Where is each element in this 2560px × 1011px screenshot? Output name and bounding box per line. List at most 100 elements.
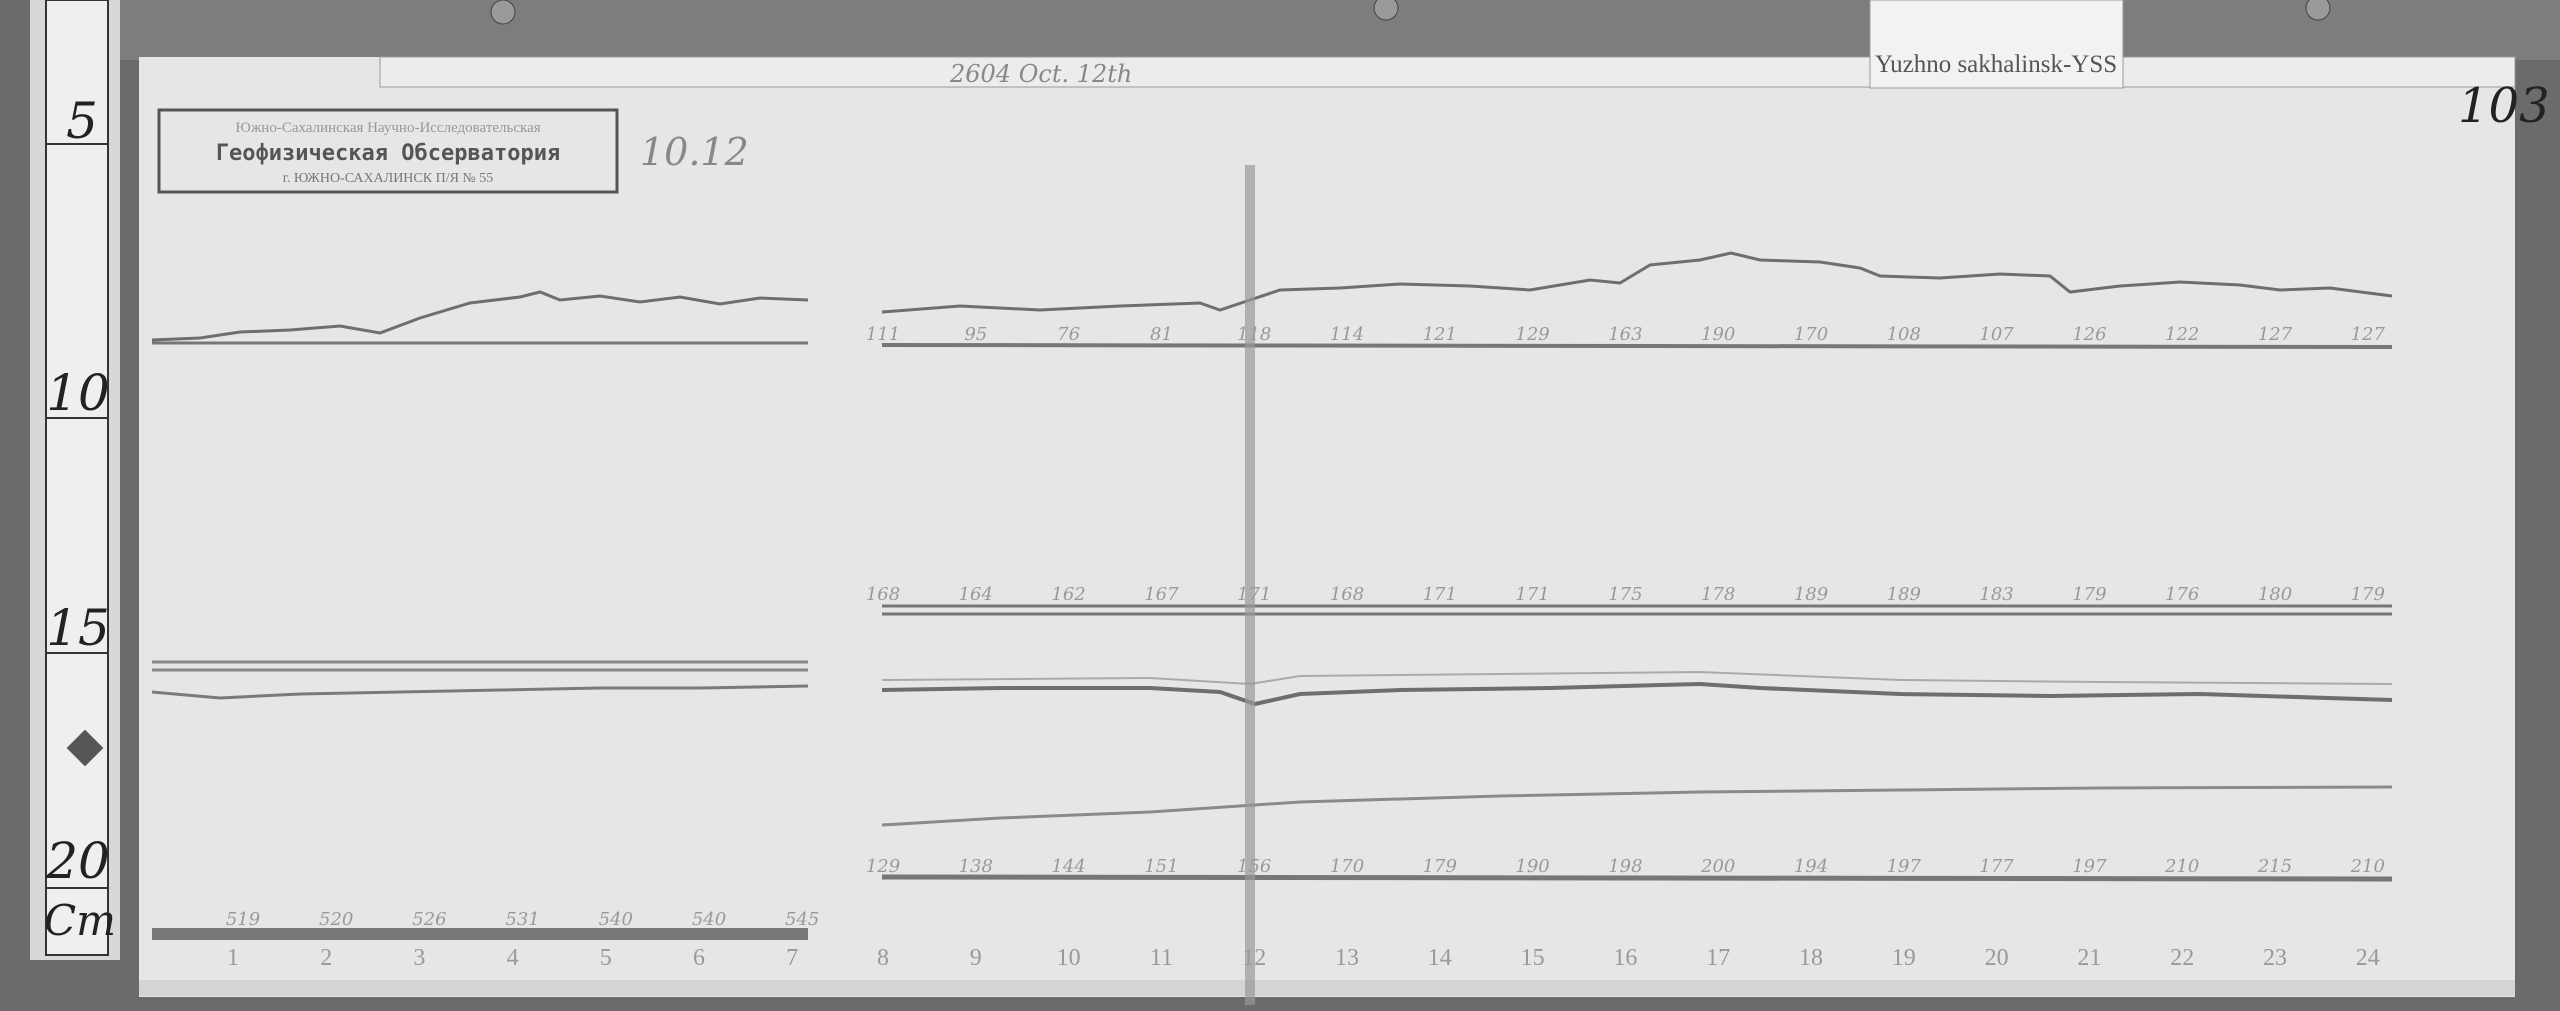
ruler-mark-20: 20 bbox=[45, 832, 110, 890]
ruler-unit: Cm bbox=[44, 896, 116, 945]
baseline-value-bottom: 156 bbox=[1237, 856, 1271, 877]
ruler-mark-15: 15 bbox=[46, 599, 110, 657]
baseline-value-bottom: 151 bbox=[1144, 856, 1178, 877]
baseline-value-middle: 179 bbox=[2351, 584, 2385, 605]
station-card bbox=[1869, 0, 2124, 89]
stamp-line2: Геофизическая Обсерватория bbox=[216, 141, 560, 166]
baseline-value-top: 107 bbox=[1979, 324, 2014, 345]
baseline-value-middle: 171 bbox=[1237, 584, 1271, 605]
hour-label: 13 bbox=[1335, 945, 1359, 971]
baseline-value-middle: 175 bbox=[1608, 584, 1642, 605]
baseline-value-middle: 180 bbox=[2258, 584, 2292, 605]
baseline-value-middle: 179 bbox=[2072, 584, 2106, 605]
hour-label: 8 bbox=[877, 945, 889, 971]
date-note: 10.12 bbox=[640, 130, 749, 174]
baseline-value-bottom: 170 bbox=[1330, 856, 1364, 877]
station-label: Yuzhno sakhalinsk-YSS bbox=[1875, 51, 2117, 78]
baseline-value-middle: 168 bbox=[1330, 584, 1364, 605]
baseline-value-bottom-left: 520 bbox=[319, 909, 353, 930]
baseline-value-bottom: 197 bbox=[1887, 856, 1922, 877]
hour-label: 24 bbox=[2356, 945, 2380, 971]
baseline-value-top: 190 bbox=[1701, 324, 1735, 345]
stamp-line1: Южно-Сахалинская Научно-Исследовательска… bbox=[235, 120, 540, 136]
baseline-value-bottom: 129 bbox=[866, 856, 900, 877]
trace-top-left bbox=[151, 290, 809, 342]
baseline-value-bottom: 210 bbox=[2350, 856, 2385, 877]
hour-label: 4 bbox=[507, 945, 519, 971]
hour-label: 11 bbox=[1150, 945, 1173, 971]
screw-icon bbox=[1373, 0, 1399, 21]
baseline-value-top: 163 bbox=[1608, 324, 1642, 345]
trace-middle-right bbox=[881, 681, 2393, 707]
baseline-value-top: 81 bbox=[1150, 324, 1173, 345]
hour-label: 10 bbox=[1057, 945, 1081, 971]
hour-label: 21 bbox=[2077, 945, 2101, 971]
baseline-value-top: 129 bbox=[1515, 324, 1549, 345]
baseline-value-bottom-left: 540 bbox=[599, 909, 633, 930]
baseline-bottom-right bbox=[881, 874, 2393, 882]
baseline-value-bottom-left: 545 bbox=[785, 909, 819, 930]
baseline-value-bottom: 179 bbox=[1423, 856, 1457, 877]
trace-middle-left bbox=[151, 684, 809, 700]
baseline-value-top: 127 bbox=[2351, 324, 2386, 345]
baseline-value-top: 126 bbox=[2072, 324, 2106, 345]
baseline-value-middle: 189 bbox=[1794, 584, 1828, 605]
baseline-value-bottom: 190 bbox=[1515, 856, 1549, 877]
baseline-value-top: 127 bbox=[2258, 324, 2293, 345]
vertical-time-mark bbox=[1245, 165, 1255, 1005]
hour-label: 2 bbox=[320, 945, 332, 971]
baseline-value-top: 114 bbox=[1330, 324, 1364, 345]
paper-sheet bbox=[139, 57, 2515, 997]
baseline-value-middle: 171 bbox=[1515, 584, 1549, 605]
hour-label: 14 bbox=[1428, 945, 1452, 971]
hour-label: 5 bbox=[600, 945, 612, 971]
baseline-value-bottom: 215 bbox=[2257, 856, 2292, 877]
hour-label: 20 bbox=[1985, 945, 2009, 971]
hour-label: 19 bbox=[1892, 945, 1916, 971]
baseline-value-top: 95 bbox=[964, 324, 987, 345]
baseline-value-middle: 178 bbox=[1701, 584, 1735, 605]
baseline-value-middle: 164 bbox=[959, 584, 993, 605]
sheet-number: 103 bbox=[2458, 78, 2550, 134]
baseline-value-bottom: 194 bbox=[1794, 856, 1828, 877]
baseline-value-top: 121 bbox=[1423, 324, 1457, 345]
hour-label: 3 bbox=[413, 945, 425, 971]
tape-strip bbox=[379, 56, 2516, 88]
top-rail bbox=[120, 0, 2560, 60]
baseline-value-middle: 171 bbox=[1423, 584, 1457, 605]
baseline-value-bottom-left: 531 bbox=[505, 909, 539, 930]
screw-icon bbox=[490, 0, 516, 25]
diamond-marker-icon bbox=[66, 729, 104, 767]
hour-label: 9 bbox=[970, 945, 982, 971]
baseline-value-bottom: 200 bbox=[1700, 856, 1735, 877]
baseline-value-bottom-left: 540 bbox=[692, 909, 726, 930]
baseline-value-bottom: 138 bbox=[959, 856, 993, 877]
hour-label: 16 bbox=[1613, 945, 1637, 971]
baseline-value-top: 76 bbox=[1057, 324, 1080, 345]
baseline-value-middle: 176 bbox=[2165, 584, 2199, 605]
screw-icon bbox=[2305, 0, 2331, 21]
baseline-top-right bbox=[881, 343, 2393, 349]
baseline-value-top: 111 bbox=[866, 324, 900, 345]
observatory-stamp: Южно-Сахалинская Научно-Исследовательска… bbox=[157, 108, 619, 194]
baseline-value-bottom-left: 526 bbox=[412, 909, 446, 930]
stamp-line3: г. ЮЖНО-САХАЛИНСК П/Я № 55 bbox=[283, 171, 494, 186]
hour-label: 17 bbox=[1706, 945, 1730, 971]
baseline-value-top: 122 bbox=[2165, 324, 2199, 345]
baseline-value-top: 118 bbox=[1237, 324, 1271, 345]
baseline-value-top: 170 bbox=[1794, 324, 1828, 345]
baseline-value-bottom: 177 bbox=[1979, 856, 2014, 877]
baseline-value-bottom: 144 bbox=[1051, 856, 1085, 877]
baseline-value-bottom: 210 bbox=[2164, 856, 2199, 877]
baseline-value-middle: 183 bbox=[1979, 584, 2013, 605]
baseline-value-middle: 162 bbox=[1051, 584, 1085, 605]
trace-bottom-right bbox=[881, 785, 2393, 827]
baseline-value-middle: 168 bbox=[866, 584, 900, 605]
baseline-value-bottom: 198 bbox=[1608, 856, 1642, 877]
header-note: 2604 Oct. 12th bbox=[949, 60, 1132, 88]
ruler-strip bbox=[45, 0, 109, 956]
hour-label: 7 bbox=[786, 945, 798, 971]
ruler-mark-10: 10 bbox=[46, 364, 110, 422]
baseline-value-bottom: 197 bbox=[2072, 856, 2107, 877]
